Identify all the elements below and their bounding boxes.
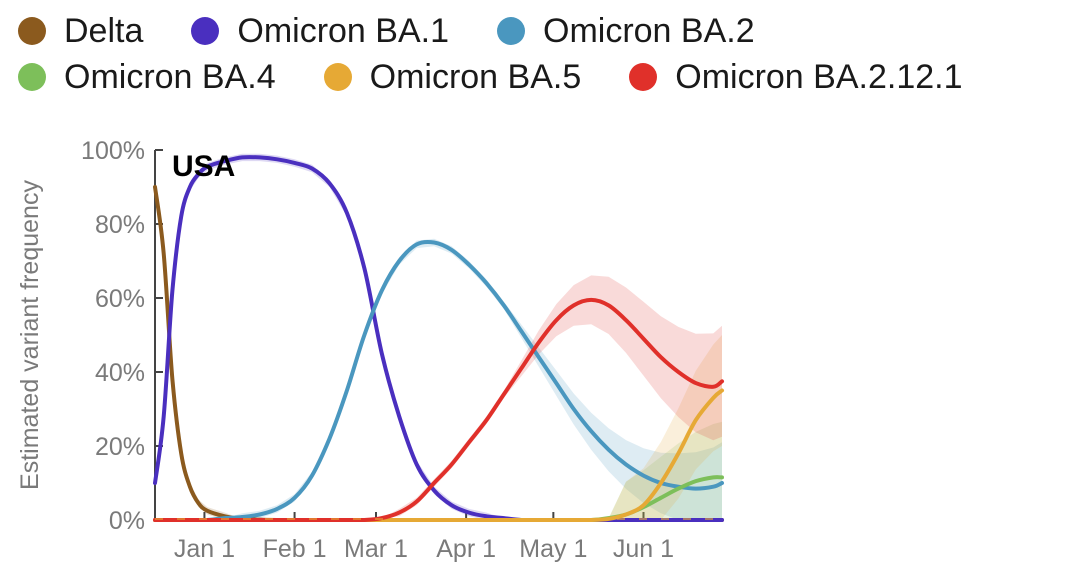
y-tick-label: 20% (95, 433, 145, 461)
legend-marker-omicron-ba1 (191, 17, 220, 45)
x-tick-label: Jan 1 (174, 535, 235, 563)
legend-label-omicron-ba2121: Omicron BA.2.12.1 (675, 57, 963, 96)
x-tick-label: May 1 (519, 535, 587, 563)
legend-marker-omicron-ba2 (497, 17, 525, 45)
x-tick-label: Feb 1 (263, 535, 327, 563)
legend-label-delta: Delta (64, 11, 144, 50)
y-tick-label: 0% (109, 507, 145, 535)
legend-label-omicron-ba1: Omicron BA.1 (237, 11, 449, 50)
legend-item-omicron-ba2[interactable]: Omicron BA.2 (497, 12, 755, 51)
series-line-omicron-ba-2-12-1 (153, 297, 724, 522)
x-tick-label: Mar 1 (344, 535, 408, 563)
legend-label-omicron-ba4: Omicron BA.4 (64, 57, 276, 96)
series-lines (153, 155, 724, 522)
legend-row-2: Omicron BA.4 Omicron BA.5 Omicron BA.2.1… (18, 54, 1078, 100)
band-omicron-ba-2 (155, 238, 722, 521)
y-tick-label: 100% (81, 137, 145, 165)
legend-item-omicron-ba1[interactable]: Omicron BA.1 (191, 12, 449, 51)
legend-row-1: Delta Omicron BA.1 Omicron BA.2 (18, 8, 1078, 54)
y-tick-label: 80% (95, 211, 145, 239)
legend-marker-omicron-ba2121 (629, 63, 658, 91)
x-axis: Jan 1 Feb 1 Mar 1 Apr 1 May 1 Jun 1 (155, 512, 722, 563)
legend-marker-omicron-ba4 (18, 63, 46, 91)
legend-label-omicron-ba2: Omicron BA.2 (543, 11, 755, 50)
legend-item-omicron-ba2121[interactable]: Omicron BA.2.12.1 (629, 57, 963, 97)
band-omicron-ba-5 (155, 335, 722, 520)
chart-title: USA (172, 150, 235, 183)
legend-item-delta[interactable]: Delta (18, 12, 143, 51)
band-omicron-ba-4 (155, 421, 722, 520)
legend-item-omicron-ba5[interactable]: Omicron BA.5 (323, 57, 582, 97)
y-axis-label: Estimated variant frequency (16, 180, 44, 490)
y-axis: 0% 20% 40% 60% 80% 100% (81, 137, 163, 535)
y-tick-label: 40% (95, 359, 145, 387)
legend: Delta Omicron BA.1 Omicron BA.2 Omicron … (18, 8, 1078, 100)
x-tick-label: Apr 1 (436, 535, 496, 563)
legend-marker-omicron-ba5 (323, 63, 352, 91)
x-tick-label: Jun 1 (613, 535, 674, 563)
confidence-bands (155, 153, 722, 521)
legend-label-omicron-ba5: Omicron BA.5 (369, 57, 582, 96)
y-tick-label: 60% (95, 285, 145, 313)
legend-item-omicron-ba4[interactable]: Omicron BA.4 (18, 58, 276, 97)
legend-marker-delta (18, 17, 46, 45)
